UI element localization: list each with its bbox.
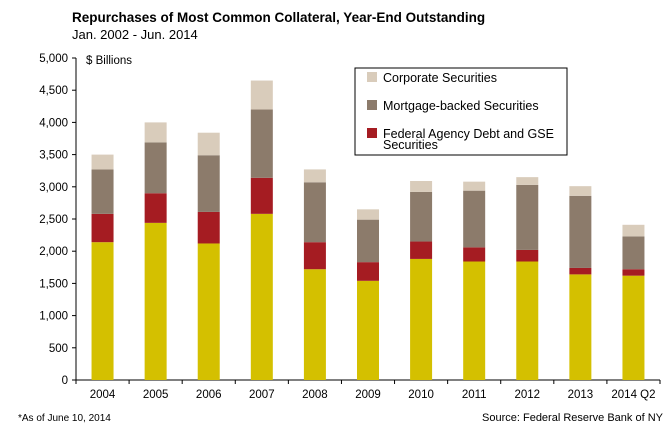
y-tick-label: 0 (62, 375, 68, 387)
bar-segment-treasury (357, 280, 379, 380)
bar-segment-treasury (197, 243, 220, 380)
legend-swatch-corp (367, 72, 377, 82)
legend-label-corp: Corporate Securities (383, 71, 497, 85)
bar-segment-mbs (144, 142, 167, 194)
x-tick-label: 2013 (568, 389, 594, 401)
bar-segment-treasury (463, 261, 486, 380)
x-tick-label: 2008 (302, 389, 328, 401)
x-tick-label: 2004 (90, 389, 116, 401)
bar-segment-mbs (463, 190, 486, 248)
y-tick-label: 4,500 (39, 85, 68, 97)
bar-segment-corp (197, 132, 220, 156)
x-tick-label: 2006 (196, 389, 222, 401)
bar-segment-agency (410, 241, 433, 259)
y-tick-label: 2,500 (39, 214, 68, 226)
footnote: *As of June 10, 2014 (18, 413, 111, 424)
bar-segment-agency (144, 193, 167, 223)
bar-segment-agency (463, 247, 486, 262)
x-tick-label: 2011 (462, 389, 487, 401)
bar-segment-treasury (250, 213, 273, 380)
bar-segment-treasury (410, 258, 433, 380)
y-tick-label: 3,000 (39, 182, 68, 194)
bars (91, 80, 645, 380)
bar-segment-corp (569, 186, 592, 196)
bar-segment-corp (357, 209, 379, 220)
bar-segment-mbs (410, 191, 433, 242)
unit-label: $ Billions (86, 55, 132, 67)
bar-segment-corp (463, 181, 486, 191)
x-tick-label: 2012 (514, 389, 540, 401)
bar-segment-treasury (91, 242, 114, 380)
x-tick-label: 2010 (408, 389, 434, 401)
bar-segment-corp (250, 80, 273, 110)
legend-label-mbs: Mortgage-backed Securities (383, 99, 539, 113)
bar-segment-corp (410, 181, 433, 192)
bar-segment-agency (569, 267, 592, 275)
bar-segment-agency (303, 242, 326, 270)
chart-title: Repurchases of Most Common Collateral, Y… (72, 10, 486, 25)
bar-segment-treasury (622, 275, 645, 380)
bar-segment-mbs (569, 195, 592, 268)
bar-segment-treasury (303, 269, 326, 380)
bar-segment-agency (91, 213, 114, 243)
bar-segment-agency (250, 177, 273, 214)
chart-subtitle: Jan. 2002 - Jun. 2014 (72, 27, 198, 42)
y-tick-label: 2,000 (39, 246, 68, 258)
y-tick-label: 500 (49, 343, 68, 355)
x-tick-label: 2014 Q2 (611, 389, 655, 401)
y-tick-label: 5,000 (39, 53, 68, 65)
source-note: Source: Federal Reserve Bank of NY (482, 412, 663, 424)
bar-segment-mbs (622, 236, 645, 270)
y-tick-label: 1,500 (39, 278, 68, 290)
bar-segment-mbs (303, 182, 326, 243)
bar-segment-mbs (357, 219, 379, 263)
x-tick-label: 2007 (249, 389, 275, 401)
bar-segment-corp (622, 224, 645, 237)
bar-segment-treasury (516, 261, 539, 380)
x-tick-label: 2009 (355, 389, 381, 401)
y-tick-label: 1,000 (39, 311, 68, 323)
bar-segment-mbs (197, 155, 220, 212)
bar-segment-treasury (569, 274, 592, 380)
legend-box (354, 67, 568, 156)
bar-segment-agency (357, 262, 379, 281)
bar-segment-mbs (91, 169, 114, 214)
bar-segment-agency (516, 249, 539, 262)
bar-segment-corp (144, 122, 167, 143)
bar-segment-treasury (144, 222, 167, 380)
legend-swatch-mbs (367, 100, 377, 110)
legend-label-agency: Federal Agency Debt and GSE Securities (383, 127, 554, 152)
y-tick-label: 4,000 (39, 117, 68, 129)
legend: Corporate Securities Mortgage-backed Secu… (354, 67, 568, 156)
x-axis: 2004 2005 2006 2007 2008 2009 2010 2011 2012 2013… (75, 380, 661, 401)
y-axis: 0 500 1,000 1,500 2,000 2,500 3,000 3,500 4,000 4… (39, 53, 76, 387)
bar-segment-corp (516, 177, 539, 185)
bar-segment-corp (303, 169, 326, 183)
x-tick-label: 2005 (143, 389, 169, 401)
bar-segment-corp (91, 154, 114, 170)
bar-segment-agency (622, 269, 645, 276)
y-tick-label: 3,500 (39, 150, 68, 162)
bar-segment-agency (197, 211, 220, 244)
legend-swatch-agency (367, 128, 377, 138)
bar-segment-mbs (516, 184, 539, 250)
bar-segment-mbs (250, 109, 273, 178)
